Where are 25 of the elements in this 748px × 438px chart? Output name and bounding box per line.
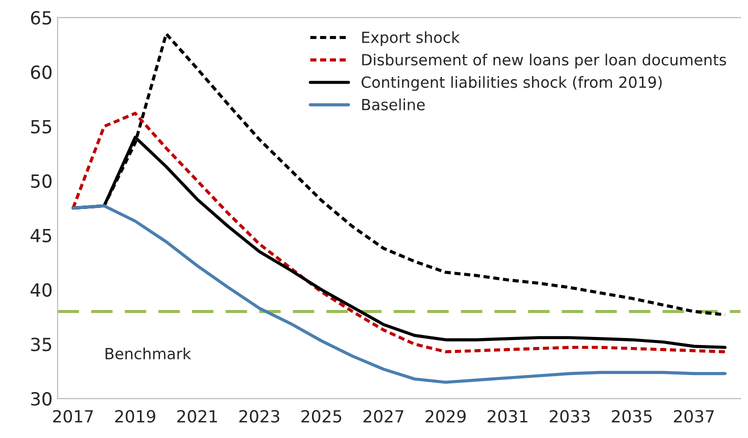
line-series bbox=[72, 204, 727, 384]
legend-label: Export shock bbox=[362, 31, 460, 46]
y-tick-label: 45 bbox=[30, 228, 52, 242]
x-tick-label: 2035 bbox=[612, 410, 652, 423]
legend-label: Contingent liabilities shock (from 2019) bbox=[362, 76, 662, 91]
y-tick-label: 60 bbox=[31, 65, 52, 80]
x-tick-label: 2021 bbox=[177, 410, 217, 423]
x-tick-label: 2029 bbox=[426, 410, 466, 423]
y-tick-label: 35 bbox=[31, 338, 52, 352]
x-tick-label: 2017 bbox=[53, 410, 93, 423]
x-tick-label: 2033 bbox=[550, 410, 590, 423]
x-tick-label: 2023 bbox=[239, 410, 280, 423]
y-tick-label: 65 bbox=[31, 10, 52, 25]
x-tick-label: 2019 bbox=[115, 410, 156, 423]
x-tick-label: 2025 bbox=[301, 410, 342, 423]
x-tick-label: 2031 bbox=[488, 410, 528, 423]
y-tick-label: 40 bbox=[30, 283, 52, 297]
y-tick-label: 55 bbox=[31, 120, 52, 134]
x-tick-label: 2027 bbox=[364, 410, 404, 423]
legend-label: Baseline bbox=[362, 98, 425, 110]
legend-label: Disbursement of new loans per loan documents bbox=[362, 54, 726, 68]
y-tick-label: 30 bbox=[31, 392, 52, 406]
ref-line-label: Benchmark bbox=[106, 348, 192, 360]
x-tick-label: 2037 bbox=[674, 410, 714, 423]
y-tick-label: 50 bbox=[31, 174, 52, 188]
